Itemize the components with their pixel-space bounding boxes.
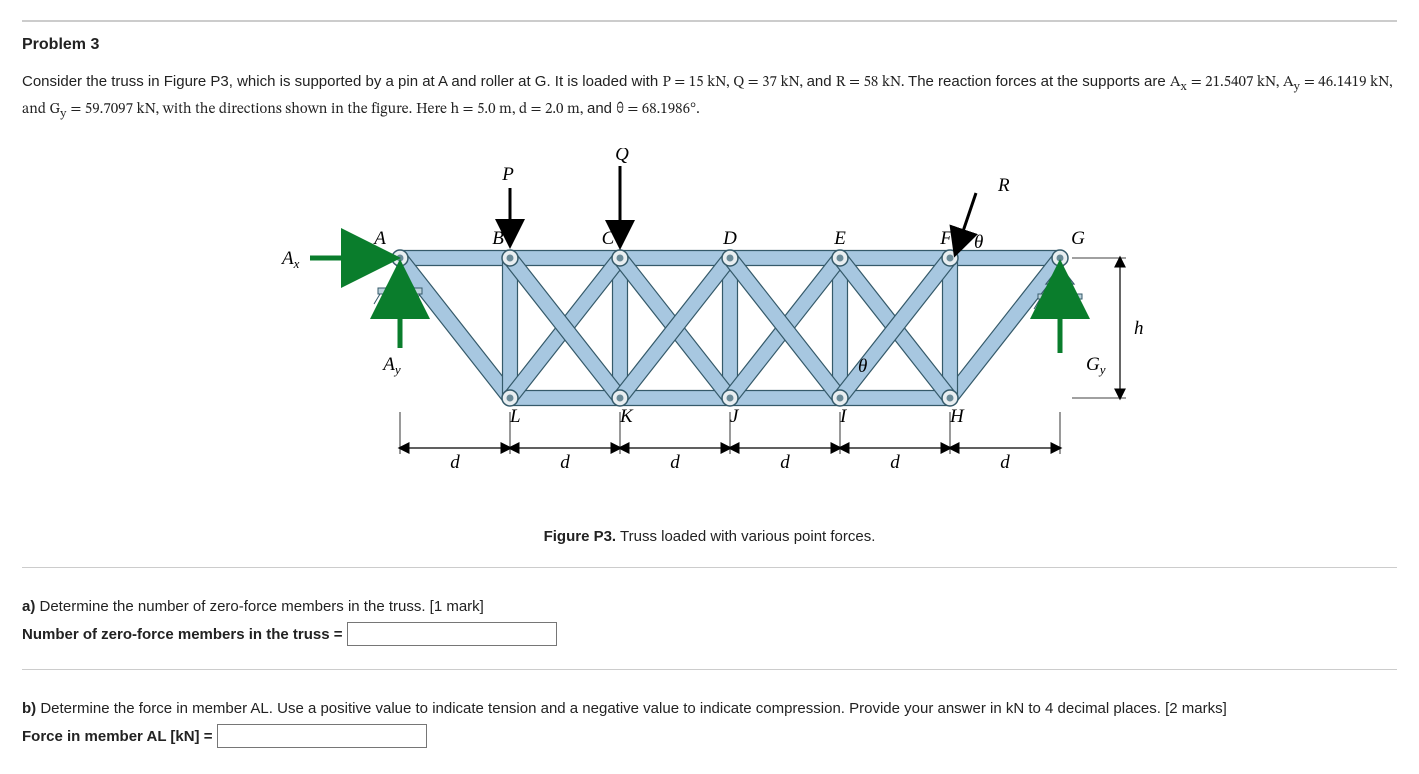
svg-text:B: B <box>492 228 504 249</box>
svg-text:d: d <box>670 452 680 473</box>
svg-text:Gy: Gy <box>1086 354 1106 377</box>
svg-text:P: P <box>501 164 514 185</box>
svg-text:d: d <box>780 452 790 473</box>
svg-text:d: d <box>560 452 570 473</box>
answer-b-input[interactable] <box>217 724 427 748</box>
section-divider <box>22 20 1397 22</box>
question-b-label: b) <box>22 700 36 717</box>
svg-text:G: G <box>1071 228 1085 249</box>
svg-text:h: h <box>1134 318 1144 339</box>
question-a-label: a) <box>22 598 35 615</box>
truss-diagram: ABCDEFGLKJIHPQRθθAxAyGyddddddh <box>270 148 1150 508</box>
svg-text:E: E <box>833 228 846 249</box>
svg-text:A: A <box>372 228 386 249</box>
svg-text:d: d <box>450 452 460 473</box>
question-a-text: Determine the number of zero-force membe… <box>35 598 484 615</box>
svg-text:Q: Q <box>615 148 629 165</box>
svg-text:R: R <box>996 175 1009 196</box>
svg-text:H: H <box>949 406 965 427</box>
figure-container: ABCDEFGLKJIHPQRθθAxAyGyddddddh Figure P3… <box>22 142 1397 545</box>
question-b: b) Determine the force in member AL. Use… <box>22 696 1397 749</box>
problem-statement: Consider the truss in Figure P3, which i… <box>22 70 1397 124</box>
answer-b-label: Force in member AL [kN] = <box>22 728 217 745</box>
question-divider-b <box>22 669 1397 670</box>
svg-text:d: d <box>1000 452 1010 473</box>
svg-text:C: C <box>601 228 614 249</box>
problem-title: Problem 3 <box>22 36 1397 54</box>
figure-caption: Figure P3. Truss loaded with various poi… <box>22 528 1397 545</box>
svg-text:θ: θ <box>974 232 983 253</box>
question-a: a) Determine the number of zero-force me… <box>22 594 1397 647</box>
svg-text:θ: θ <box>858 356 867 377</box>
svg-text:Ax: Ax <box>280 248 300 271</box>
answer-a-input[interactable] <box>347 622 557 646</box>
svg-text:D: D <box>722 228 737 249</box>
svg-text:J: J <box>730 406 740 427</box>
svg-text:d: d <box>890 452 900 473</box>
svg-text:K: K <box>619 406 634 427</box>
answer-a-label: Number of zero-force members in the trus… <box>22 626 347 643</box>
figure-box: ABCDEFGLKJIHPQRθθAxAyGyddddddh <box>264 142 1156 518</box>
svg-text:L: L <box>509 406 521 427</box>
svg-text:Ay: Ay <box>381 354 401 377</box>
question-b-text: Determine the force in member AL. Use a … <box>36 700 1227 717</box>
svg-text:F: F <box>939 228 952 249</box>
question-divider-a <box>22 567 1397 568</box>
